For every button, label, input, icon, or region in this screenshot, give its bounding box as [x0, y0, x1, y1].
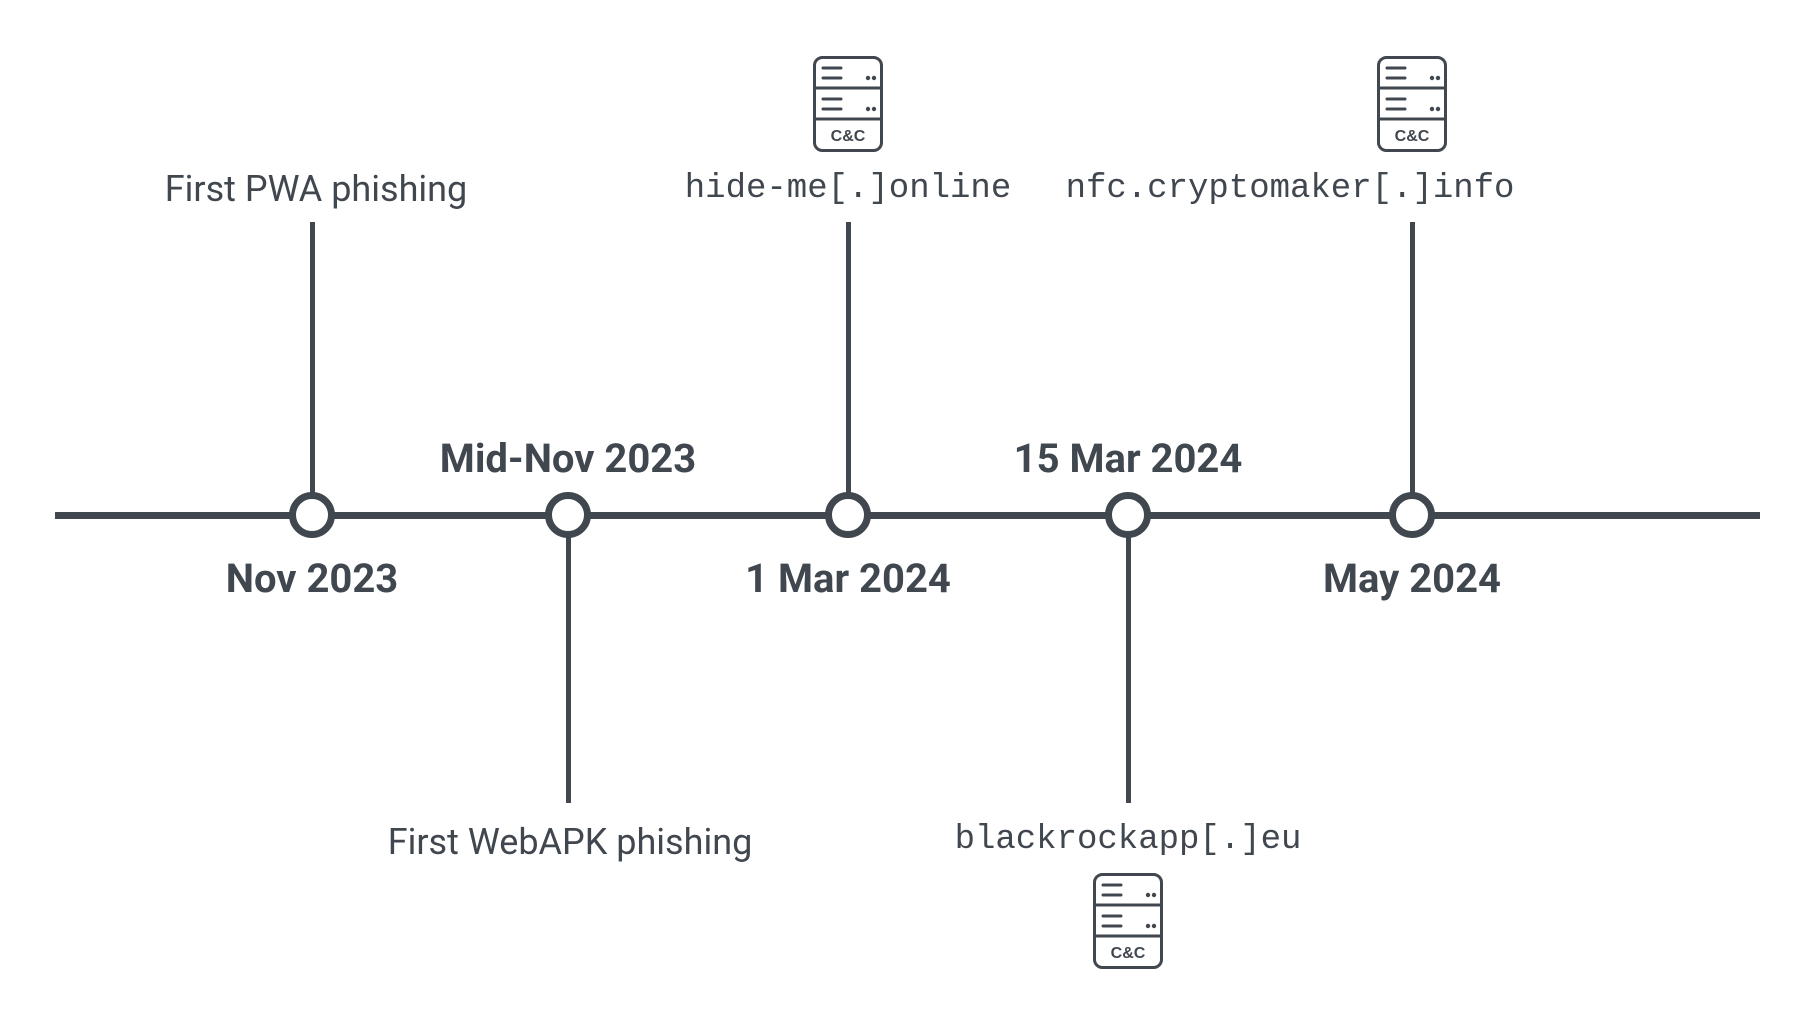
- timeline-date-label: May 2024: [1323, 555, 1501, 602]
- timeline-node: [289, 492, 335, 538]
- cc-server-icon: C&C: [1093, 873, 1163, 969]
- timeline-event-label: blackrockapp[.]eu: [955, 821, 1302, 859]
- timeline-date-label: Nov 2023: [226, 555, 399, 602]
- timeline-date-label: Mid-Nov 2023: [440, 435, 696, 482]
- timeline-stem: [310, 222, 315, 515]
- svg-text:C&C: C&C: [1111, 945, 1146, 962]
- cc-server-icon: C&C: [1093, 873, 1163, 973]
- timeline-stem: [566, 515, 571, 803]
- timeline-node: [1105, 492, 1151, 538]
- timeline-diagram: Nov 2023 First PWA phishing Mid-Nov 2023 Fi…: [0, 0, 1800, 1029]
- timeline-date-label: 1 Mar 2024: [745, 555, 951, 602]
- timeline-stem: [1126, 515, 1131, 803]
- timeline-date-label: 15 Mar 2024: [1014, 435, 1243, 482]
- timeline-stem: [846, 222, 851, 515]
- svg-text:C&C: C&C: [1395, 128, 1430, 145]
- timeline-event-label: hide-me[.]online: [685, 170, 1011, 208]
- cc-server-icon: C&C: [1377, 56, 1447, 156]
- cc-server-icon: C&C: [1377, 56, 1447, 152]
- timeline-event-label: First PWA phishing: [165, 168, 468, 210]
- svg-text:C&C: C&C: [831, 128, 866, 145]
- cc-server-icon: C&C: [813, 56, 883, 156]
- timeline-node: [1389, 492, 1435, 538]
- cc-server-icon: C&C: [813, 56, 883, 152]
- timeline-event-label: First WebAPK phishing: [388, 821, 753, 863]
- timeline-node: [545, 492, 591, 538]
- timeline-event-label: nfc.cryptomaker[.]info: [1066, 170, 1515, 208]
- timeline-node: [825, 492, 871, 538]
- timeline-stem: [1410, 222, 1415, 515]
